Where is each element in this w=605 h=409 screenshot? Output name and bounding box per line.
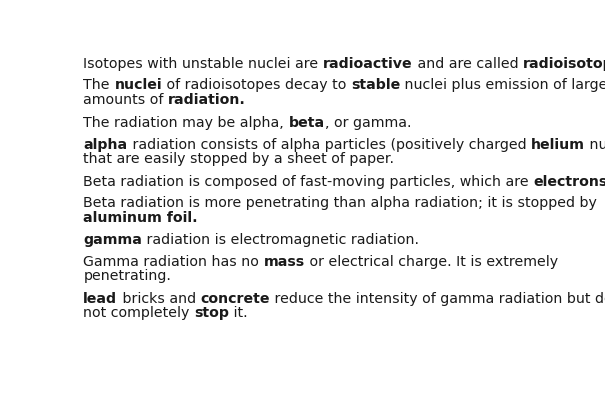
Text: not completely: not completely — [83, 306, 194, 319]
Text: nuclei): nuclei) — [584, 137, 605, 151]
Text: nuclei: nuclei — [114, 78, 162, 92]
Text: Beta radiation is more penetrating than alpha radiation; it is stopped by: Beta radiation is more penetrating than … — [83, 196, 597, 210]
Text: or electrical charge. It is extremely: or electrical charge. It is extremely — [305, 254, 558, 268]
Text: penetrating.: penetrating. — [83, 269, 171, 283]
Text: Gamma radiation has no: Gamma radiation has no — [83, 254, 264, 268]
Text: mass: mass — [264, 254, 305, 268]
Text: it.: it. — [229, 306, 248, 319]
Text: Isotopes with unstable nuclei are: Isotopes with unstable nuclei are — [83, 57, 323, 71]
Text: helium: helium — [531, 137, 584, 151]
Text: aluminum foil.: aluminum foil. — [83, 210, 198, 225]
Text: radiation is electromagnetic radiation.: radiation is electromagnetic radiation. — [142, 233, 419, 247]
Text: of radioisotopes decay to: of radioisotopes decay to — [162, 78, 351, 92]
Text: , or gamma.: , or gamma. — [325, 116, 411, 130]
Text: The radiation may be alpha,: The radiation may be alpha, — [83, 116, 289, 130]
Text: bricks and: bricks and — [117, 291, 200, 305]
Text: reduce the intensity of gamma radiation but do: reduce the intensity of gamma radiation … — [270, 291, 605, 305]
Text: radiation.: radiation. — [168, 93, 246, 107]
Text: electrons.: electrons. — [534, 174, 605, 188]
Text: amounts of: amounts of — [83, 93, 168, 107]
Text: stable: stable — [351, 78, 400, 92]
Text: and are called: and are called — [413, 57, 523, 71]
Text: alpha: alpha — [83, 137, 128, 151]
Text: radiation consists of alpha particles (positively charged: radiation consists of alpha particles (p… — [128, 137, 531, 151]
Text: gamma: gamma — [83, 233, 142, 247]
Text: beta: beta — [289, 116, 325, 130]
Text: lead: lead — [83, 291, 117, 305]
Text: radioactive: radioactive — [323, 57, 413, 71]
Text: radioisotopes.: radioisotopes. — [523, 57, 605, 71]
Text: stop: stop — [194, 306, 229, 319]
Text: that are easily stopped by a sheet of paper.: that are easily stopped by a sheet of pa… — [83, 152, 394, 166]
Text: The: The — [83, 78, 114, 92]
Text: concrete: concrete — [200, 291, 270, 305]
Text: Beta radiation is composed of fast-moving particles, which are: Beta radiation is composed of fast-movin… — [83, 174, 534, 188]
Text: nuclei plus emission of large: nuclei plus emission of large — [400, 78, 605, 92]
